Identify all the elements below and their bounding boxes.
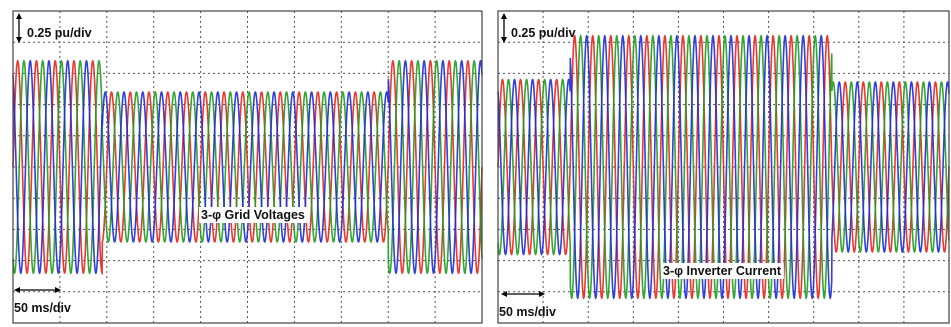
inverter-current-frame: [497, 10, 950, 324]
inverter-current-phase-c-waveform: [497, 34, 950, 300]
inverter-current-phase-b-waveform: [497, 34, 950, 300]
grid-voltages-horizontal-arrowhead-left: [14, 287, 20, 293]
inverter-current-horizontal-arrowhead-left: [501, 291, 507, 297]
inverter-current-waveforms: [497, 34, 950, 300]
grid-voltages-panel: 0.25 pu/div 3-φ Grid Voltages 50 ms/div: [12, 10, 483, 324]
grid-voltages-phase-a-waveform: [12, 59, 483, 276]
grid-voltages-vertical-scale-label: 0.25 pu/div: [27, 26, 92, 40]
inverter-current-vertical-arrowhead-up: [501, 13, 507, 19]
grid-voltages-vertical-arrowhead-up: [16, 13, 22, 19]
grid-voltages-waveforms: [12, 59, 483, 276]
grid-voltages-frame: [12, 10, 483, 324]
inverter-current-horizontal-scale-label: 50 ms/div: [499, 305, 556, 319]
inverter-current-title: 3-φ Inverter Current: [663, 264, 782, 278]
grid-voltages-phase-c-waveform: [12, 59, 483, 275]
grid-voltages-title: 3-φ Grid Voltages: [201, 208, 305, 222]
inverter-current-vertical-scale-label: 0.25 pu/div: [511, 26, 576, 40]
grid-voltages-phase-b-waveform: [12, 59, 483, 275]
inverter-current-panel: 0.25 pu/div 3-φ Inverter Current 50 ms/d…: [497, 10, 950, 324]
inverter-current-vertical-arrowhead-down: [501, 37, 507, 43]
inverter-current-phase-a-waveform: [497, 34, 950, 300]
grid-voltages-vertical-arrowhead-down: [16, 37, 22, 43]
inverter-current-horizontal-arrowhead-right: [539, 291, 545, 297]
grid-voltages-horizontal-scale-label: 50 ms/div: [14, 301, 71, 315]
grid-voltages-horizontal-arrowhead-right: [55, 287, 61, 293]
inverter-current-title-background: [661, 263, 784, 279]
grid-voltages-title-background: [199, 207, 307, 223]
